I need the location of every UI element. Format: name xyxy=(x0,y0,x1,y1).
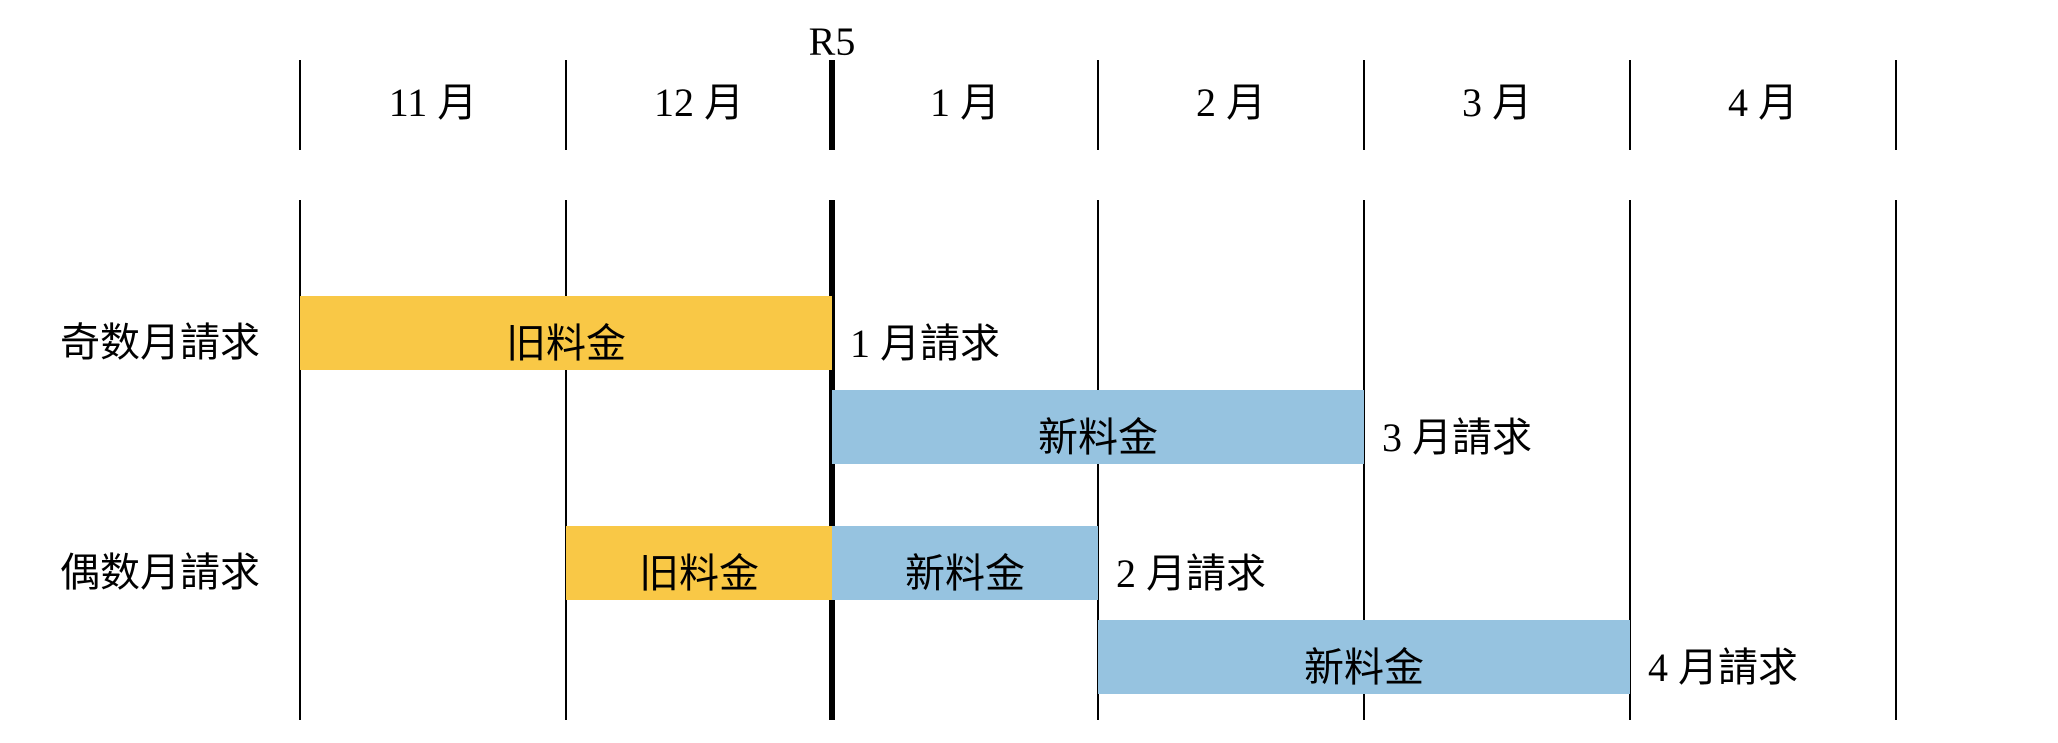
fee-bar: 新料金 xyxy=(832,390,1364,464)
month-label: 4 月 xyxy=(1630,70,1896,128)
fee-bar-label: 新料金 xyxy=(832,405,1364,463)
grid-line xyxy=(1363,60,1365,150)
month-label: 11 月 xyxy=(300,70,566,128)
fee-bar-label: 旧料金 xyxy=(300,311,832,369)
fee-bar: 新料金 xyxy=(1098,620,1630,694)
grid-line xyxy=(565,200,567,720)
fee-bar-label: 新料金 xyxy=(1098,635,1630,693)
fee-bar-label: 旧料金 xyxy=(566,541,832,599)
fee-bar: 旧料金 xyxy=(566,526,832,600)
boundary-line-thick xyxy=(829,60,835,150)
grid-line xyxy=(299,200,301,720)
era-label: R5 xyxy=(732,18,932,65)
grid-line xyxy=(1097,60,1099,150)
grid-line xyxy=(565,60,567,150)
grid-line xyxy=(1895,60,1897,150)
billing-note: 1 月請求 xyxy=(850,311,1000,369)
billing-note: 3 月請求 xyxy=(1382,405,1532,463)
row-label: 偶数月請求 xyxy=(0,540,260,598)
grid-line xyxy=(1895,200,1897,720)
billing-note: 4 月請求 xyxy=(1648,635,1798,693)
timeline-chart: R511 月12 月1 月2 月3 月4 月奇数月請求偶数月請求旧料金新料金旧料… xyxy=(0,0,2058,743)
grid-line xyxy=(1629,60,1631,150)
grid-line xyxy=(299,60,301,150)
billing-note: 2 月請求 xyxy=(1116,541,1266,599)
fee-bar: 旧料金 xyxy=(300,296,832,370)
month-label: 3 月 xyxy=(1364,70,1630,128)
month-label: 1 月 xyxy=(832,70,1098,128)
row-label: 奇数月請求 xyxy=(0,310,260,368)
fee-bar: 新料金 xyxy=(832,526,1098,600)
month-label: 12 月 xyxy=(566,70,832,128)
month-label: 2 月 xyxy=(1098,70,1364,128)
fee-bar-label: 新料金 xyxy=(832,541,1098,599)
